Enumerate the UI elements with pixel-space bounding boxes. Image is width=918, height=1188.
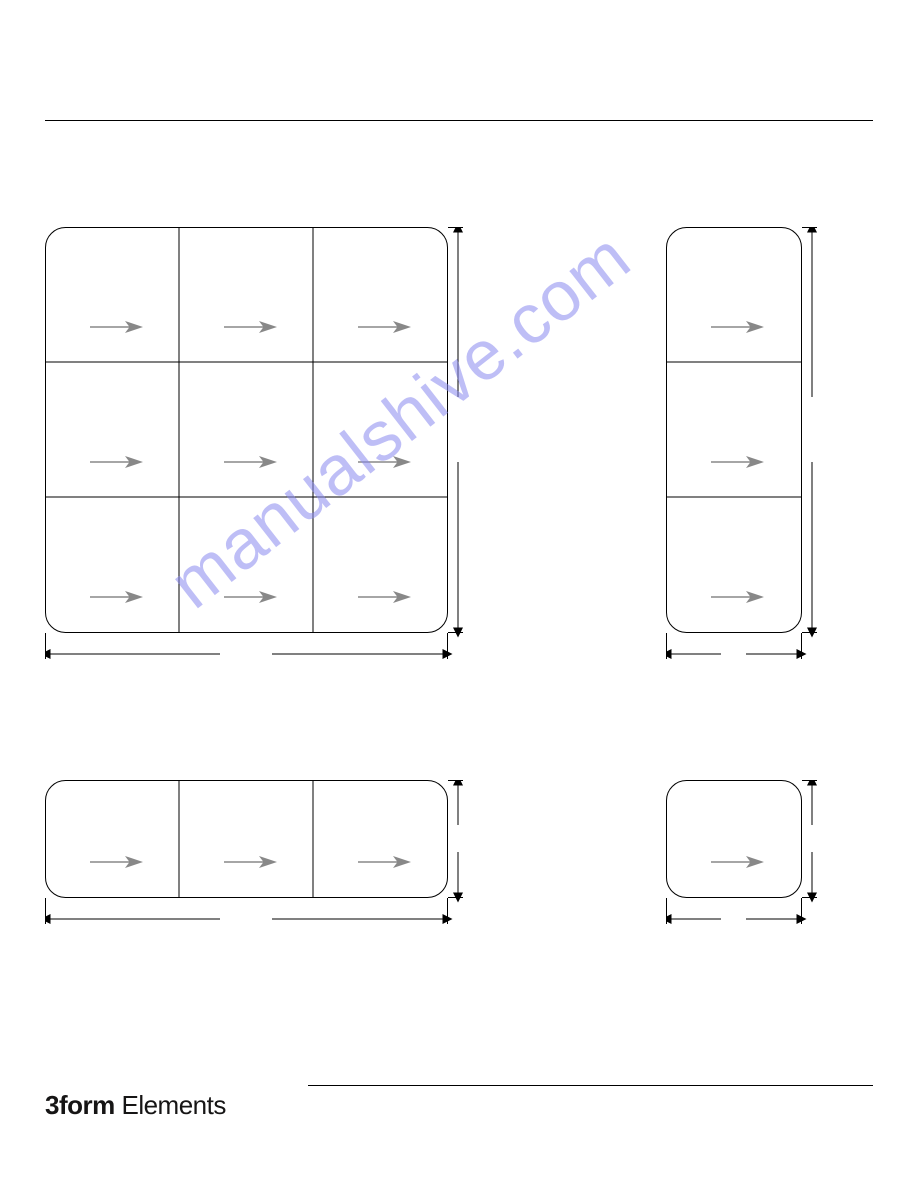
footer-brand-light: Elements [115, 1090, 226, 1120]
figure-1x3-vertical [666, 227, 876, 697]
figure-3x3-grid [45, 227, 525, 697]
header-rule [45, 120, 873, 121]
footer-rule [308, 1085, 873, 1086]
figure-1x1-single [666, 780, 876, 960]
figure-3x1-horizontal [45, 780, 525, 960]
footer-brand-bold: 3form [45, 1090, 115, 1120]
footer-brand: 3form Elements [45, 1090, 226, 1121]
direction-arrow-group [90, 327, 408, 597]
